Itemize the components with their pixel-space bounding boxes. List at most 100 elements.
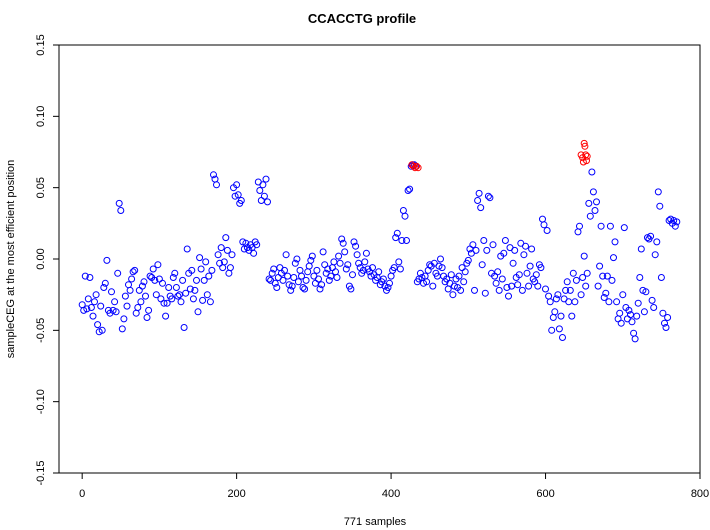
data-point	[437, 255, 444, 263]
data-point	[182, 289, 190, 297]
data-point	[620, 224, 628, 232]
y-tick-label: 0.05	[35, 177, 47, 198]
data-point	[542, 285, 549, 293]
data-point	[342, 265, 350, 273]
data-point	[568, 312, 576, 320]
data-point	[471, 286, 478, 294]
data-point	[259, 181, 267, 189]
data-point	[200, 276, 208, 284]
data-point	[566, 286, 574, 294]
data-point	[426, 261, 434, 269]
data-point	[503, 284, 511, 291]
data-point	[585, 199, 593, 207]
data-point	[347, 285, 355, 293]
data-point	[613, 298, 621, 306]
data-point	[353, 251, 361, 259]
data-point	[169, 274, 177, 281]
data-point	[318, 281, 326, 289]
data-point	[120, 315, 128, 323]
data-point	[83, 305, 91, 313]
highlighted-data-point	[413, 162, 421, 170]
data-point	[294, 278, 302, 286]
data-point	[180, 324, 188, 331]
data-point	[165, 284, 173, 291]
data-point	[562, 286, 570, 294]
data-point	[375, 268, 383, 276]
data-point	[520, 251, 528, 259]
data-point	[220, 258, 228, 266]
data-point	[315, 275, 322, 283]
x-tick-label: 200	[227, 488, 245, 500]
data-point	[369, 264, 376, 272]
data-point	[673, 218, 681, 226]
data-point	[563, 278, 571, 286]
data-point	[281, 266, 288, 274]
data-point	[159, 279, 166, 287]
data-point	[659, 309, 667, 317]
data-point	[183, 245, 191, 253]
data-point	[551, 308, 559, 316]
data-point	[118, 325, 126, 333]
data-point	[423, 278, 431, 286]
data-point	[396, 265, 404, 273]
data-point	[474, 197, 482, 204]
data-point	[532, 271, 540, 279]
data-point	[191, 286, 199, 294]
data-point	[586, 212, 594, 220]
data-point	[625, 306, 633, 314]
data-point	[495, 286, 503, 294]
data-point	[308, 252, 316, 260]
data-point	[515, 271, 523, 279]
data-point	[222, 234, 230, 242]
data-point	[589, 188, 597, 196]
data-point	[137, 298, 145, 306]
data-point	[522, 242, 529, 250]
data-point	[498, 275, 506, 283]
data-point	[548, 326, 556, 334]
data-point	[100, 284, 108, 291]
y-tick-label: 0.10	[35, 106, 47, 127]
data-point	[179, 276, 187, 284]
data-point	[555, 325, 563, 333]
data-point	[114, 269, 122, 277]
data-point	[176, 291, 183, 299]
data-point	[282, 251, 290, 259]
data-point	[203, 291, 211, 299]
data-point	[145, 306, 153, 314]
data-point	[228, 251, 236, 259]
data-point	[335, 252, 343, 260]
data-point	[242, 239, 250, 247]
data-point	[316, 285, 324, 293]
data-point	[250, 249, 258, 257]
data-point	[162, 312, 170, 320]
data-point	[186, 285, 194, 293]
data-point	[628, 318, 636, 326]
data-point	[217, 244, 225, 252]
x-tick-label: 600	[536, 488, 554, 500]
data-point	[177, 298, 185, 306]
data-point	[325, 276, 333, 284]
data-point	[319, 248, 327, 256]
data-point	[152, 291, 160, 299]
data-point	[92, 291, 100, 299]
data-point	[534, 282, 542, 290]
data-point	[131, 266, 139, 274]
data-point	[253, 241, 261, 249]
data-point	[172, 284, 180, 291]
data-point	[298, 272, 305, 280]
data-point	[523, 269, 531, 277]
data-point	[489, 241, 497, 249]
data-point	[600, 294, 608, 301]
data-point	[571, 298, 579, 306]
data-point	[362, 249, 370, 257]
data-point	[537, 264, 545, 272]
data-point	[642, 288, 650, 296]
data-point	[455, 272, 463, 280]
data-point	[121, 292, 129, 300]
data-point	[352, 242, 360, 250]
data-point	[293, 255, 301, 263]
data-point	[206, 298, 214, 306]
y-tick-label: -0.15	[35, 460, 47, 485]
data-point	[151, 276, 159, 284]
